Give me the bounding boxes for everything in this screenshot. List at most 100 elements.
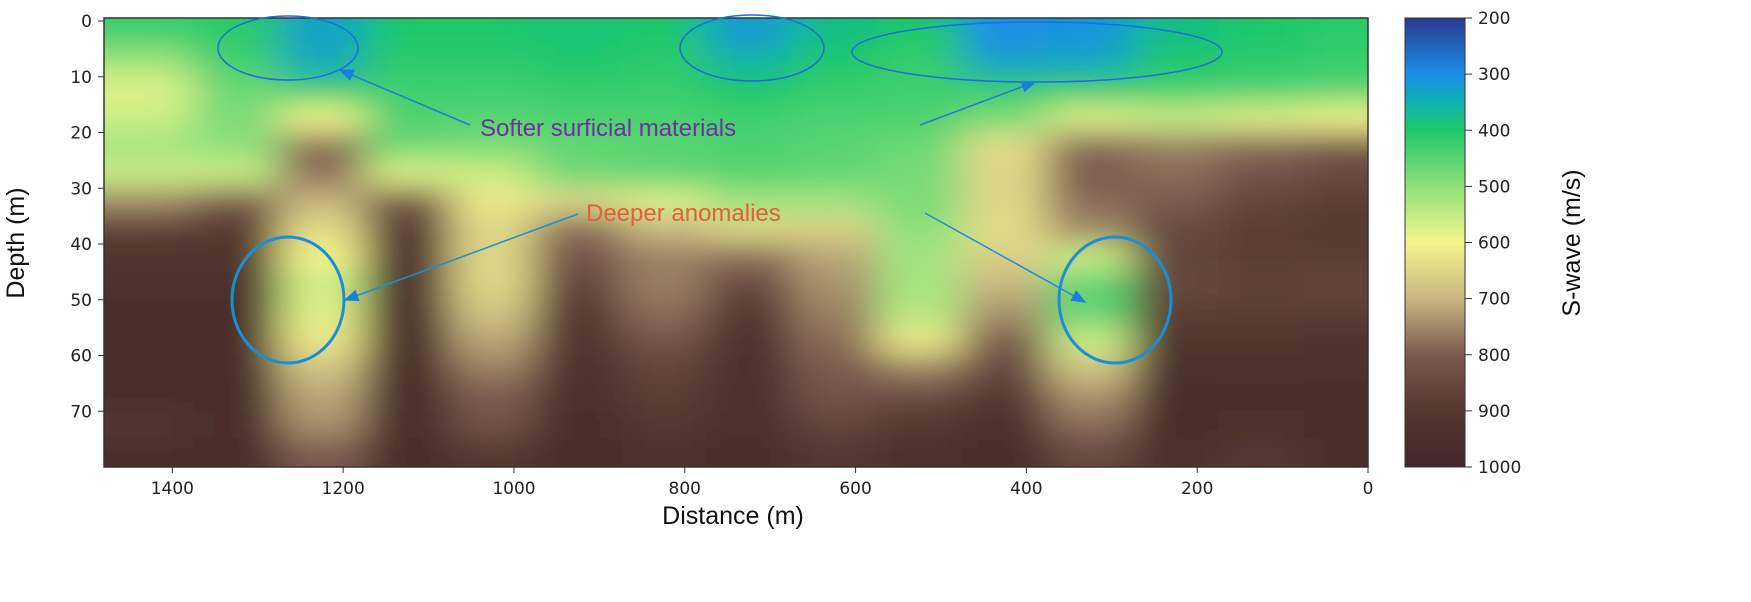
heatmap-cell <box>791 327 878 356</box>
colorbar-tick-label: 700 <box>1478 290 1510 310</box>
heatmap-cell <box>706 187 793 217</box>
x-tick-label: 200 <box>1181 479 1213 499</box>
heatmap-cell <box>104 159 195 189</box>
colorbar <box>1404 17 1466 468</box>
heatmap-cell <box>1133 410 1220 440</box>
heatmap-cell <box>193 159 281 189</box>
heatmap-cell <box>962 104 1049 133</box>
heatmap-cell <box>620 159 708 189</box>
heatmap-cell <box>279 299 366 329</box>
heatmap-cell <box>535 410 622 440</box>
colorbar-tick-label: 200 <box>1478 9 1510 29</box>
heatmap-cell <box>962 271 1049 301</box>
heatmap-cell <box>1303 104 1368 133</box>
heatmap-cell <box>1303 438 1368 467</box>
x-tick-label: 1000 <box>492 479 535 499</box>
heatmap-cell <box>1303 48 1368 78</box>
heatmap-cell <box>193 76 281 106</box>
heatmap-cell <box>193 18 281 50</box>
heatmap-cell <box>449 159 537 189</box>
heatmap-cell <box>791 438 878 467</box>
y-tick-label: 0 <box>81 12 92 32</box>
y-tick-label: 70 <box>70 402 92 422</box>
heatmap-cell <box>962 355 1049 384</box>
heatmap-cell <box>706 48 793 78</box>
heatmap-cell <box>620 18 708 50</box>
heatmap-cell <box>535 355 622 384</box>
heatmap-cell <box>1047 438 1135 467</box>
heatmap-cell <box>1218 18 1305 50</box>
heatmap-cell <box>104 18 195 50</box>
heatmap-cell <box>1218 159 1305 189</box>
heatmap-cell <box>1218 271 1305 301</box>
heatmap-cell <box>279 187 366 217</box>
heatmap-cell <box>706 215 793 245</box>
heatmap-cell <box>1133 271 1220 301</box>
heatmap-cell <box>364 187 451 217</box>
heatmap-cell <box>449 382 537 412</box>
heatmap-cell <box>1303 299 1368 329</box>
heatmap-cell <box>1133 215 1220 245</box>
heatmap-cell <box>1218 438 1305 467</box>
y-axis: 0 10 20 30 40 50 60 70 <box>70 12 104 422</box>
heatmap-cell <box>791 76 878 106</box>
colorbar-tick-label: 1000 <box>1478 458 1521 478</box>
heatmap-cell <box>876 48 964 78</box>
ellipse-anomaly-2 <box>1057 235 1173 365</box>
heatmap-cell <box>449 438 537 467</box>
heatmap-cell <box>1133 104 1220 133</box>
heatmap-cell <box>104 271 195 301</box>
heatmap-cell <box>364 243 451 273</box>
heatmap-cell <box>876 410 964 440</box>
heatmap-cell <box>876 271 964 301</box>
heatmap-cell <box>1303 215 1368 245</box>
heatmap-cell <box>620 271 708 301</box>
heatmap-cell <box>876 438 964 467</box>
heatmap-cell <box>706 355 793 384</box>
heatmap-cell <box>104 243 195 273</box>
heatmap-cell <box>791 159 878 189</box>
heatmap-cell <box>1303 355 1368 384</box>
heatmap-cell <box>791 243 878 273</box>
heatmap-cell <box>1218 299 1305 329</box>
heatmap-cell <box>1218 48 1305 78</box>
heatmap-cell <box>1303 327 1368 356</box>
heatmap-cell <box>1047 215 1135 245</box>
annotations: Softer surficial materials Deeper anomal… <box>217 14 1223 365</box>
heatmap-cell <box>535 187 622 217</box>
heatmap-cell <box>1303 187 1368 217</box>
heatmap-cell <box>535 243 622 273</box>
heatmap-cell <box>962 438 1049 467</box>
heatmap-cell <box>535 271 622 301</box>
heatmap-cell <box>449 299 537 329</box>
heatmap-cell <box>279 438 366 467</box>
annotation-deeper: Deeper anomalies <box>586 200 781 227</box>
heatmap-cell <box>791 299 878 329</box>
heatmap-cell <box>706 271 793 301</box>
heatmap-cell <box>1303 410 1368 440</box>
heatmap-cell <box>791 132 878 161</box>
heatmap-cell <box>279 132 366 161</box>
heatmap-cell <box>449 243 537 273</box>
heatmap-cell <box>449 48 537 78</box>
heatmap-cell <box>193 132 281 161</box>
heatmap-cell <box>791 271 878 301</box>
heatmap-cell <box>706 382 793 412</box>
heatmap-cell <box>1133 48 1220 78</box>
heatmap-cell <box>364 159 451 189</box>
heatmap-cell <box>620 48 708 78</box>
heatmap-cell <box>706 243 793 273</box>
heatmap-cell <box>449 18 537 50</box>
x-tick-label: 600 <box>839 479 871 499</box>
colorbar-label: S-wave (m/s) <box>1558 169 1586 316</box>
plot-frame <box>103 17 1369 468</box>
heatmap-cell <box>364 48 451 78</box>
arrow-deeper-left <box>343 213 579 301</box>
heatmap-cell <box>535 104 622 133</box>
heatmap-cell <box>876 327 964 356</box>
x-axis-label: Distance (m) <box>662 502 804 530</box>
heatmap-cell <box>620 76 708 106</box>
heatmap-cell <box>193 382 281 412</box>
heatmap-cell <box>364 104 451 133</box>
